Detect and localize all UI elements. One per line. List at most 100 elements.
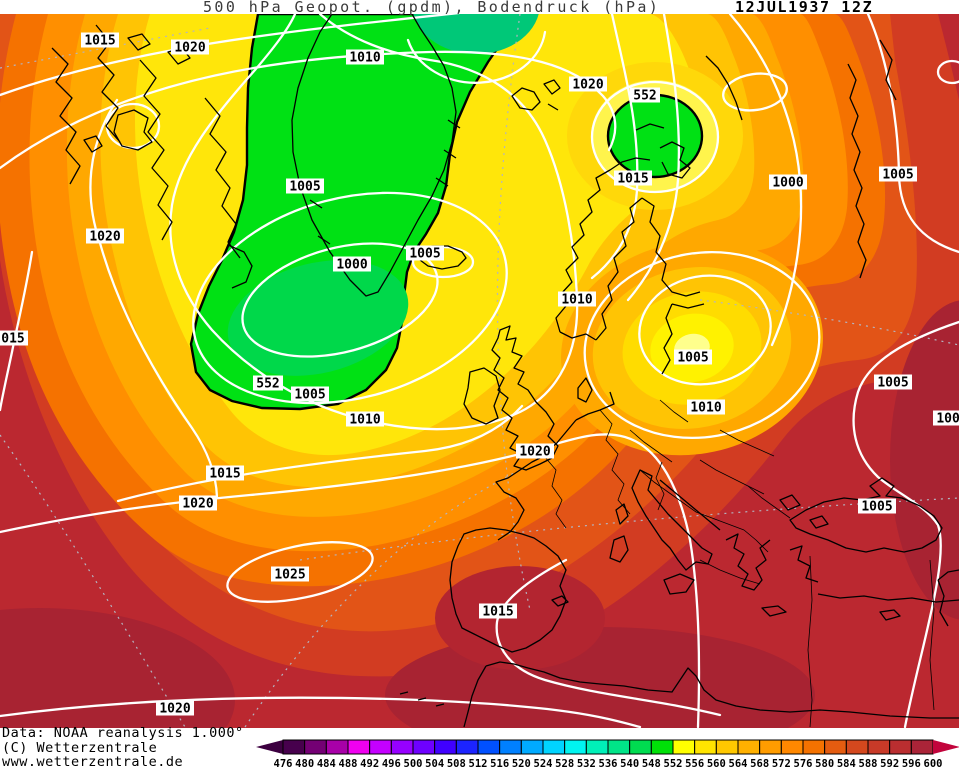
svg-text:1005: 1005 bbox=[882, 168, 913, 183]
pressure-label: 1005 bbox=[286, 178, 324, 195]
colorbar-tick-label: 496 bbox=[382, 758, 401, 770]
colorbar-tick-label: 532 bbox=[577, 758, 596, 770]
pressure-label: 1020 bbox=[569, 76, 607, 93]
attribution-copyright: (C) Wetterzentrale bbox=[2, 739, 158, 756]
pressure-label: 1020 bbox=[86, 228, 124, 245]
colorbar-left-arrow bbox=[256, 740, 283, 754]
svg-text:1015: 1015 bbox=[84, 34, 115, 49]
colorbar-segment bbox=[802, 739, 826, 755]
svg-text:1015: 1015 bbox=[482, 605, 513, 620]
pressure-label: 1000 bbox=[769, 174, 807, 191]
map-datetime: 12JUL1937 12Z bbox=[735, 0, 874, 16]
green-kola bbox=[606, 93, 704, 179]
colorbar-segment bbox=[607, 739, 631, 755]
attribution-website[interactable]: www.wetterzentrale.de bbox=[2, 754, 184, 770]
svg-text:1005: 1005 bbox=[861, 500, 892, 515]
colorbar-tick-label: 556 bbox=[685, 758, 704, 770]
colorbar-tick-label: 476 bbox=[274, 758, 293, 770]
colorbar-tick-label: 552 bbox=[664, 758, 683, 770]
coast-greenland bbox=[291, 13, 457, 297]
pressure-label: 015 bbox=[0, 330, 28, 347]
pressure-label: 1015 bbox=[479, 603, 517, 620]
pressure-label: 1020 bbox=[516, 443, 554, 460]
colorbar-segment bbox=[715, 739, 739, 755]
colorbar-segment bbox=[867, 739, 891, 755]
svg-text:1020: 1020 bbox=[572, 78, 603, 93]
colorbar-segment bbox=[759, 739, 782, 755]
colorbar: 476 480 484 488 492 496 500 504 508 512 516 520 524 5… bbox=[248, 738, 959, 770]
colorbar-segment bbox=[585, 739, 609, 755]
colorbar-svg: 476 480 484 488 492 496 500 504 508 512 516 520 524 5… bbox=[256, 739, 959, 770]
river-ne bbox=[879, 39, 897, 101]
pressure-label: 1020 bbox=[156, 700, 194, 717]
attribution-block: Data: NOAA reanalysis 1.000° (C) Wetterz… bbox=[2, 726, 244, 770]
pressure-label: 1010 bbox=[346, 411, 384, 428]
coast-denmark bbox=[577, 377, 593, 403]
pressure-label: 1005 bbox=[291, 386, 329, 403]
contour-labels: 1015 1020 1010 1020 552 1015 1000 1005 1005 1020 1… bbox=[0, 32, 959, 717]
colorbar-tick-label: 592 bbox=[880, 758, 899, 770]
colorbar-tick-label: 492 bbox=[360, 758, 379, 770]
svg-text:1005: 1005 bbox=[877, 376, 908, 391]
colorbar-segment bbox=[390, 739, 414, 755]
colorbar-right-arrow bbox=[933, 740, 959, 754]
colorbar-segment bbox=[845, 739, 869, 755]
pressure-label: 1020 bbox=[179, 495, 217, 512]
geopotential-label: 552 bbox=[253, 375, 283, 392]
coast-caspian bbox=[937, 569, 959, 627]
pressure-label: 1025 bbox=[271, 566, 309, 583]
colorbar-tick-label: 564 bbox=[729, 758, 748, 770]
colorbar-tick-label: 588 bbox=[859, 758, 878, 770]
colorbar-segment bbox=[477, 739, 501, 755]
colorbar-tick-label: 512 bbox=[469, 758, 488, 770]
colorbar-tick-label: 516 bbox=[490, 758, 509, 770]
svg-text:1020: 1020 bbox=[89, 230, 120, 245]
colorbar-segment bbox=[694, 739, 717, 755]
colorbar-segment bbox=[455, 739, 479, 755]
coast-canada bbox=[51, 24, 253, 289]
svg-text:1005: 1005 bbox=[936, 412, 959, 427]
svg-text:1005: 1005 bbox=[409, 247, 440, 262]
svg-text:1010: 1010 bbox=[349, 413, 380, 428]
colorbar-tick-label: 484 bbox=[317, 758, 336, 770]
pressure-label: 1005 bbox=[858, 498, 896, 515]
colorbar-segment bbox=[629, 739, 652, 755]
colorbar-tick-label: 528 bbox=[555, 758, 574, 770]
svg-text:1025: 1025 bbox=[274, 568, 305, 583]
colorbar-segment bbox=[304, 739, 327, 755]
colorbar-segment bbox=[499, 739, 522, 755]
pressure-label: 1000 bbox=[333, 256, 371, 273]
pressure-label: 1010 bbox=[687, 399, 725, 416]
colorbar-tick-label: 584 bbox=[837, 758, 856, 770]
svg-text:1020: 1020 bbox=[519, 445, 550, 460]
svg-text:1020: 1020 bbox=[182, 497, 213, 512]
coast-italy bbox=[609, 469, 713, 595]
svg-text:1020: 1020 bbox=[159, 702, 190, 717]
country-borders bbox=[543, 399, 935, 728]
title-bar: 500 hPa Geopot. (gpdm), Bodendruck (hPa)… bbox=[0, 0, 959, 16]
coast-iberia bbox=[449, 527, 569, 653]
colorbar-tick-label: 572 bbox=[772, 758, 791, 770]
pressure-label: 1005 bbox=[406, 245, 444, 262]
colorbar-segment bbox=[369, 739, 392, 755]
svg-text:1000: 1000 bbox=[336, 258, 367, 273]
colorbar-tick-label: 520 bbox=[512, 758, 531, 770]
colorbar-segment bbox=[520, 739, 544, 755]
colorbar-segment bbox=[282, 739, 306, 755]
coast-britain bbox=[491, 325, 559, 471]
colorbar-segment bbox=[889, 739, 912, 755]
colorbar-tick-label: 500 bbox=[404, 758, 423, 770]
pressure-label: 1015 bbox=[614, 170, 652, 187]
colorbar-tick-label: 548 bbox=[642, 758, 661, 770]
svg-text:1015: 1015 bbox=[617, 172, 648, 187]
svg-text:1010: 1010 bbox=[349, 51, 380, 66]
colorbar-tick-label: 480 bbox=[295, 758, 314, 770]
colorbar-tick-label: 600 bbox=[924, 758, 943, 770]
colorbar-tick-label: 508 bbox=[447, 758, 466, 770]
svg-text:015: 015 bbox=[1, 332, 24, 347]
colorbar-tick-label: 568 bbox=[750, 758, 769, 770]
coast-scandinavia bbox=[555, 157, 705, 375]
pressure-label: 1005 bbox=[874, 374, 912, 391]
